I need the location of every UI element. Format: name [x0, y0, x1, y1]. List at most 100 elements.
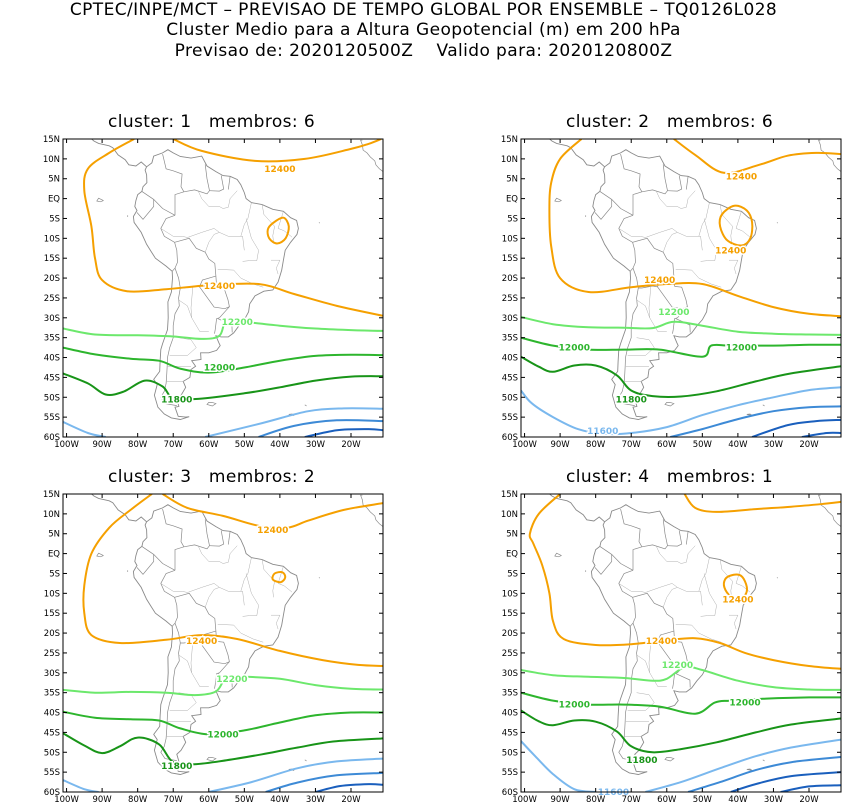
panel-4-title: cluster: 4 membros: 1: [566, 467, 774, 487]
contour-label: 11800: [161, 395, 192, 405]
contour-line: [521, 355, 841, 398]
contour-line: [258, 419, 383, 437]
lat-tick-label: 30S: [502, 669, 518, 679]
contour-line: [172, 139, 382, 163]
lat-tick-label: 5N: [48, 175, 60, 185]
country-border: [599, 546, 634, 571]
coastline-central-america: [548, 139, 605, 168]
state-border: [187, 228, 220, 238]
coastline-africa: [360, 139, 383, 174]
contour-label: 12200: [662, 661, 693, 671]
chart-title-line-2: Cluster Medio para a Altura Geopotencial…: [166, 20, 681, 40]
state-border: [204, 232, 245, 253]
map-frame: [62, 493, 384, 793]
coastline-africa: [335, 131, 339, 132]
lat-tick-label: 10S: [44, 234, 60, 244]
lat-tick-label: 5N: [48, 530, 60, 540]
lon-tick-label: 80W: [128, 440, 148, 450]
state-border: [636, 299, 650, 318]
lat-tick-label: 15N: [501, 490, 518, 500]
country-border: [685, 531, 689, 545]
lat-tick-label: 15N: [43, 490, 60, 500]
lat-tick-label: 55S: [44, 413, 60, 423]
map-frame: [520, 138, 842, 438]
state-border: [662, 232, 703, 253]
lon-tick-label: 40W: [728, 795, 748, 803]
contour-line: [304, 428, 383, 437]
country-border: [174, 237, 217, 287]
coastline-africa: [335, 486, 339, 487]
country-border: [618, 287, 639, 406]
lon-tick-label: 60W: [657, 440, 677, 450]
state-border: [698, 557, 710, 592]
contour-label: 12200: [658, 308, 689, 318]
lat-tick-label: 15S: [502, 254, 518, 264]
map-panel-3: 12400 12400 12200 12000 11800 15N 10N 5N EQ 5S 10S…: [43, 486, 384, 803]
island: [206, 402, 217, 407]
state-border: [729, 259, 739, 275]
country-border: [594, 554, 613, 575]
state-border: [204, 587, 245, 608]
lat-tick-label: 35S: [44, 689, 60, 699]
island: [664, 757, 675, 762]
lon-tick-label: 50W: [693, 795, 713, 803]
state-border: [277, 211, 293, 238]
island: [746, 413, 753, 416]
country-border: [667, 175, 683, 192]
state-border: [719, 559, 733, 598]
lat-tick-label: 55S: [44, 768, 60, 778]
lat-tick-label: 45S: [44, 728, 60, 738]
contour-line: [208, 757, 383, 792]
lat-tick-label: 40S: [502, 354, 518, 364]
state-border: [700, 573, 717, 617]
lon-tick-label: 40W: [728, 440, 748, 450]
country-border: [641, 164, 668, 195]
lat-tick-label: 5S: [507, 569, 518, 579]
lat-tick-label: 50S: [502, 748, 518, 758]
lat-tick-label: 5N: [506, 175, 518, 185]
island: [206, 757, 217, 762]
country-border: [141, 546, 176, 571]
state-border: [618, 228, 646, 238]
state-border: [729, 614, 739, 630]
state-border: [271, 259, 281, 275]
contour-line: [315, 783, 383, 792]
panel-2-title: cluster: 2 membros: 6: [566, 112, 774, 132]
contour-label: 12000: [559, 344, 590, 354]
contour-label: 12400: [644, 276, 675, 286]
country-border: [183, 164, 210, 195]
lon-tick-label: 90W: [550, 795, 570, 803]
contour-label: 12400: [257, 526, 288, 536]
state-border: [240, 202, 252, 237]
country-border: [675, 673, 691, 688]
lat-tick-label: EQ: [506, 550, 518, 560]
coastline-africa: [793, 486, 797, 487]
country-border: [136, 199, 155, 220]
state-border: [735, 211, 751, 238]
lat-tick-label: EQ: [506, 195, 518, 205]
state-border: [160, 228, 188, 238]
contour-line: [521, 665, 841, 691]
contour-line: [780, 784, 841, 792]
coastline-africa: [791, 135, 793, 138]
lat-tick-label: 60S: [502, 788, 518, 798]
lat-tick-label: 20S: [502, 274, 518, 284]
lat-tick-label: 55S: [502, 413, 518, 423]
lat-tick-label: 25S: [44, 294, 60, 304]
lon-tick-label: 90W: [550, 440, 570, 450]
coastline-caribbean: [124, 494, 126, 495]
state-border: [178, 299, 192, 318]
country-border: [227, 176, 231, 190]
lat-tick-label: 10N: [43, 510, 60, 520]
lat-tick-label: 40S: [44, 354, 60, 364]
contour-label: 11800: [161, 762, 192, 772]
lat-tick-label: 50S: [502, 393, 518, 403]
state-border: [277, 566, 293, 593]
lat-tick-label: 10S: [502, 234, 518, 244]
country-border: [209, 530, 225, 547]
coastline: [132, 504, 299, 775]
country-border: [641, 519, 668, 550]
lat-tick-label: 40S: [44, 709, 60, 719]
map-panel-1: 12400 12400 12200 12000 11800 15N 10N 5N EQ 5S 10S…: [43, 131, 384, 450]
lon-tick-label: 20W: [799, 795, 819, 803]
